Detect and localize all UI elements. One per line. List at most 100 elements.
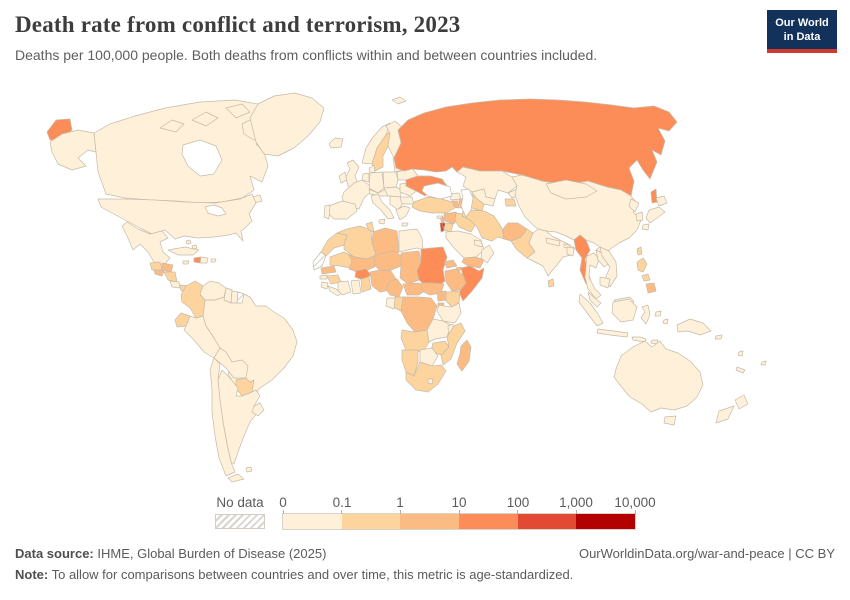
country-portugal[interactable] <box>323 204 331 220</box>
country-malaysia[interactable] <box>587 291 602 308</box>
country-india[interactable] <box>526 228 576 277</box>
country-el-salvador[interactable] <box>153 269 165 277</box>
country-madagascar[interactable] <box>456 339 472 372</box>
country-bangladesh[interactable] <box>566 246 575 257</box>
country-eritrea[interactable] <box>443 259 458 269</box>
country-ivory-coast[interactable] <box>337 280 352 296</box>
country-somalia[interactable] <box>458 265 485 302</box>
country-sicily[interactable] <box>378 218 386 225</box>
country-guatemala[interactable] <box>149 261 163 271</box>
country-bahamas[interactable] <box>185 239 192 245</box>
country-saudi-arabia[interactable] <box>445 230 485 259</box>
country-new-zealand-south[interactable] <box>715 405 735 424</box>
country-north-korea[interactable] <box>628 198 640 213</box>
country-angola[interactable] <box>400 329 430 353</box>
country-spain[interactable] <box>326 200 358 220</box>
country-philippines-visayas[interactable] <box>641 273 651 282</box>
country-bulgaria[interactable] <box>399 196 415 205</box>
country-liberia[interactable] <box>327 285 342 297</box>
country-sumatra[interactable] <box>578 293 604 327</box>
country-sakhalin[interactable] <box>650 188 658 204</box>
country-gabon[interactable] <box>385 297 396 310</box>
country-sri-lanka[interactable] <box>547 278 555 288</box>
country-egypt[interactable] <box>398 228 424 253</box>
country-lesser-sunda[interactable] <box>631 336 647 343</box>
arctic-island[interactable] <box>159 119 185 133</box>
country-japan-hokkaido[interactable] <box>655 195 668 207</box>
country-philippines-luzon[interactable] <box>636 257 648 273</box>
country-jamaica[interactable] <box>182 260 190 265</box>
country-niger[interactable] <box>373 250 404 271</box>
country-lesotho[interactable] <box>427 378 434 385</box>
country-south-korea[interactable] <box>635 211 644 222</box>
country-tasmania[interactable] <box>663 415 677 426</box>
country-chile[interactable] <box>209 357 236 477</box>
arctic-island[interactable] <box>191 111 219 127</box>
country-borneo[interactable] <box>611 298 638 323</box>
country-moluccas[interactable] <box>654 310 662 317</box>
country-vietnam[interactable] <box>599 246 618 288</box>
country-mongolia[interactable] <box>545 179 598 200</box>
legend-bin-2[interactable] <box>399 510 460 529</box>
country-japan-kyushu[interactable] <box>641 223 650 231</box>
country-benelux[interactable] <box>361 172 370 183</box>
country-oman[interactable] <box>480 244 495 264</box>
country-french-guiana[interactable] <box>236 291 245 304</box>
country-italy[interactable] <box>370 193 395 220</box>
country-western-sahara[interactable] <box>312 251 327 271</box>
country-mexico[interactable] <box>121 221 171 267</box>
country-fiji[interactable] <box>760 360 767 366</box>
country-czechia-hungary[interactable] <box>383 186 403 198</box>
country-japan-honshu[interactable] <box>645 206 666 224</box>
country-uganda[interactable] <box>436 290 447 302</box>
country-denmark[interactable] <box>368 164 376 174</box>
country-tierra-del-fuego[interactable] <box>227 473 245 483</box>
country-jordan[interactable] <box>443 222 454 233</box>
country-taiwan[interactable] <box>636 246 643 256</box>
country-china[interactable] <box>511 174 642 255</box>
country-central-african-republic[interactable] <box>402 282 428 296</box>
country-costa-rica[interactable] <box>169 280 181 289</box>
country-crete[interactable] <box>401 222 409 227</box>
owid-url-link[interactable]: OurWorldinData.org/war-and-peace | CC BY <box>578 546 835 561</box>
country-yemen[interactable] <box>461 256 485 269</box>
country-java[interactable] <box>596 328 629 338</box>
country-new-caledonia[interactable] <box>735 366 746 374</box>
country-sudan[interactable] <box>416 246 448 289</box>
country-solomon-islands[interactable] <box>714 334 723 340</box>
country-sulawesi[interactable] <box>640 304 651 325</box>
country-peru[interactable] <box>183 315 221 359</box>
legend-bin-4[interactable] <box>517 510 577 529</box>
legend-bin-0[interactable] <box>282 510 342 529</box>
country-australia[interactable] <box>613 340 704 413</box>
country-alaska[interactable] <box>49 129 97 171</box>
country-philippines-mindanao[interactable] <box>645 282 657 294</box>
owid-logo[interactable]: Our World in Data <box>767 10 837 53</box>
country-new-zealand-north[interactable] <box>734 394 749 410</box>
country-nepal[interactable] <box>545 237 561 247</box>
country-falkland-islands[interactable] <box>245 466 253 473</box>
country-ghana[interactable] <box>350 279 362 295</box>
country-senegal[interactable] <box>320 265 337 275</box>
country-svalbard[interactable] <box>391 96 407 105</box>
country-cambodia[interactable] <box>599 276 611 289</box>
country-new-guinea[interactable] <box>676 318 712 336</box>
country-south-africa[interactable] <box>405 361 447 393</box>
legend-bin-1[interactable] <box>341 510 401 529</box>
country-venezuela[interactable] <box>199 280 227 301</box>
legend-no-data-swatch[interactable] <box>215 514 265 529</box>
country-greece[interactable] <box>395 205 411 221</box>
country-togo-benin[interactable] <box>360 276 372 293</box>
legend-bin-3[interactable] <box>458 510 518 529</box>
arctic-island[interactable] <box>225 103 251 119</box>
country-chad[interactable] <box>399 250 422 285</box>
country-bolivia[interactable] <box>213 347 249 379</box>
country-vanuatu[interactable] <box>737 350 744 357</box>
country-iran[interactable] <box>461 209 505 242</box>
country-botswana[interactable] <box>419 347 439 367</box>
country-guinea-bissau[interactable] <box>319 274 328 280</box>
country-poland[interactable] <box>382 171 399 189</box>
country-gulf-states[interactable] <box>473 239 484 248</box>
country-iceland[interactable] <box>328 137 344 149</box>
country-greenland[interactable] <box>249 92 325 157</box>
